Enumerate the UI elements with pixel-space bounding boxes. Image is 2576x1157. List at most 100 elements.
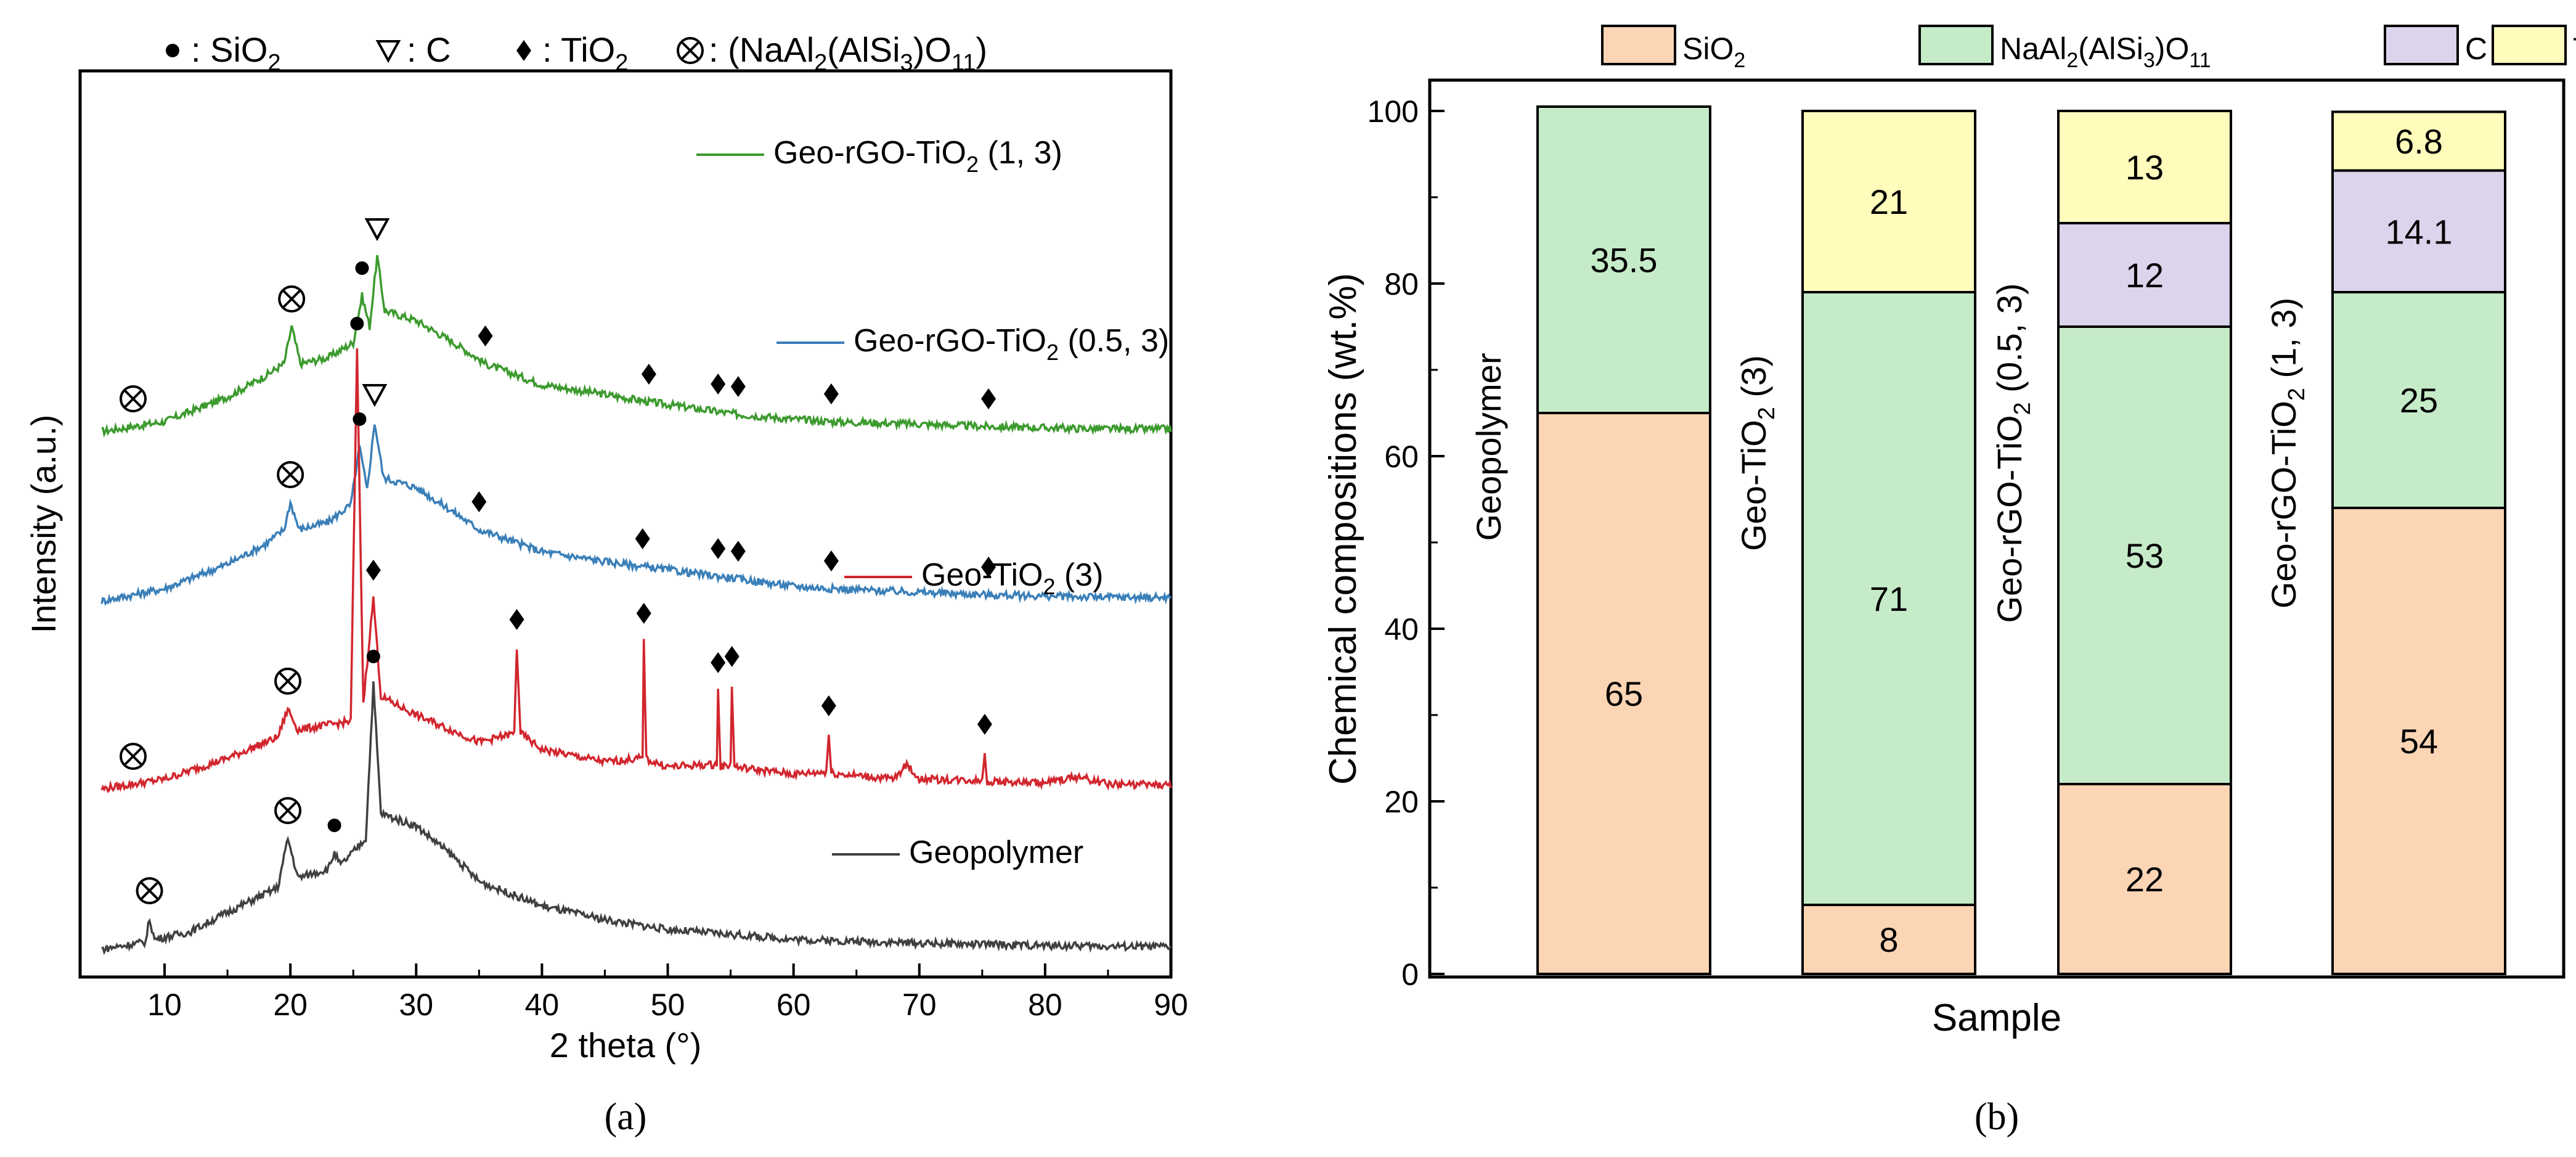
xrd-curve-geopolymer (101, 681, 1172, 955)
bar-value-label: 8 (1879, 920, 1898, 959)
bar-value-label: 65 (1605, 674, 1643, 713)
legend-label-otimes: : (NaAl2(AlSi3)O11) (709, 30, 987, 76)
tio2-diamond-marker (823, 383, 839, 404)
xrd-curve-geo_rgo_1_3 (101, 255, 1172, 438)
panel-a-x-axis-title: 2 theta (°) (550, 1026, 702, 1065)
tio2-diamond-marker (478, 325, 493, 346)
panel-a-xrd-chart: : SiO2 : C : TiO2 : (NaAl2(AlSi3)O11) Geo-r… (24, 30, 1188, 1138)
bar-segment-sio2 (2057, 783, 2232, 975)
xrd-curve-geo_rgo_05_3 (100, 424, 1172, 606)
naal-otimes-marker (120, 743, 147, 770)
legend-swatch-c (2384, 25, 2459, 65)
composition-value-labels: 65 35.5 8 71 21 22 53 12 13 54 25 14.1 6.8 (1591, 122, 2453, 959)
bar-value-label: 54 (2400, 722, 2438, 761)
naal-otimes-marker (136, 877, 163, 904)
bar-value-label: 71 (1870, 579, 1908, 618)
legend-label-tio2: TiO2 (2573, 31, 2576, 72)
xrd-series-labels: Geo-rGO-TiO2 (1, 3) Geo-rGO-TiO2 (0.5, 3)… (696, 135, 1169, 870)
x-tick-label: 50 (651, 987, 685, 1022)
bar-value-label: 14.1 (2386, 212, 2453, 251)
panel-a-marker-legend: : SiO2 : C : TiO2 : (NaAl2(AlSi3)O11) (166, 30, 987, 76)
composition-bars (1536, 105, 2506, 975)
bar-segment-tio2 (2057, 110, 2232, 224)
naal-otimes-marker (277, 461, 304, 488)
panel-b-caption: (b) (1975, 1096, 2019, 1138)
bar-segment-c (2331, 169, 2506, 293)
x-tick-label: 20 (273, 987, 308, 1022)
naal-otimes-marker (120, 385, 147, 412)
panel-b-stacked-bar-chart: SiO2 NaAl2(AlSi3)O11 C TiO2 65 35.5 8 71 21 22 53… (1322, 25, 2576, 1138)
tio2-diamond-marker (977, 714, 992, 735)
tio2-diamond-marker (981, 388, 997, 409)
y-tick-label: 100 (1367, 94, 1419, 129)
tio2-diamond-marker (711, 374, 726, 395)
legend-swatch-sio2 (1601, 25, 1676, 65)
legend-label-naal: NaAl2(AlSi3)O11 (2000, 31, 2211, 72)
xrd-peak-markers (120, 218, 997, 904)
bar-segment-sio2 (1536, 412, 1711, 975)
sample-labels: Geopolymer Geo-TiO2 (3) Geo-rGO-TiO2 (0.5,… (1469, 283, 2310, 623)
series-label-geopolymer: Geopolymer (909, 835, 1083, 870)
bar-segment-sio2 (1801, 904, 1976, 975)
bar-value-label: 6.8 (2395, 122, 2443, 161)
legend-label-dot: : SiO2 (191, 30, 281, 76)
legend-diamond-icon (516, 40, 531, 61)
panel-b-y-axis-title: Chemical compositions (wt.%) (1322, 273, 1364, 785)
xrd-curves (100, 255, 1172, 955)
y-tick-label: 20 (1384, 785, 1419, 819)
x-tick-label: 90 (1154, 987, 1188, 1022)
naal-otimes-marker (278, 285, 306, 313)
tio2-diamond-marker (365, 560, 381, 581)
naal-otimes-marker (274, 668, 302, 695)
series-label-geo_tio2: Geo-TiO2 (3) (921, 557, 1103, 599)
xrd-curve-geo_tio2 (100, 348, 1172, 793)
panel-a-caption: (a) (605, 1096, 647, 1138)
y-tick-label: 40 (1384, 612, 1419, 647)
carbon-triangle-marker (364, 218, 390, 242)
tio2-diamond-marker (730, 376, 746, 398)
tio2-diamond-marker (641, 364, 656, 385)
sample-label: Geo-rGO-TiO2 (0.5, 3) (1990, 283, 2036, 623)
legend-dot-icon (166, 44, 179, 57)
tio2-diamond-marker (981, 557, 997, 578)
y-tick-label: 80 (1384, 267, 1419, 301)
legend-swatch-naal (1918, 25, 1994, 65)
sio2-dot-marker (366, 650, 380, 663)
bar-segment-c (2057, 222, 2232, 328)
tio2-diamond-marker (823, 550, 839, 571)
bar-segment-tio2 (1801, 110, 1976, 293)
y-tick-label: 60 (1384, 439, 1419, 474)
legend-label-sio2: SiO2 (1682, 31, 1745, 72)
panel-b-x-axis-title: Sample (1932, 997, 2061, 1039)
panel-a-y-axis-title: Intensity (a.u.) (24, 415, 63, 634)
sio2-dot-marker (353, 412, 367, 426)
legend-label-diamond: : TiO2 (542, 30, 628, 76)
legend-swatch-tio2 (2492, 25, 2567, 65)
tio2-diamond-marker (711, 538, 726, 559)
bar-segment-naal (1536, 105, 1711, 414)
tio2-diamond-marker (821, 695, 836, 716)
panel-a-plot-frame (78, 69, 1173, 979)
sample-label: Geo-TiO2 (3) (1734, 355, 1780, 551)
x-tick-label: 10 (147, 987, 182, 1022)
bar-value-label: 12 (2126, 256, 2164, 295)
bar-segment-sio2 (2331, 507, 2506, 975)
bar-value-label: 21 (1870, 182, 1908, 221)
carbon-triangle-marker (362, 384, 388, 407)
series-label-geo_rgo_05_3: Geo-rGO-TiO2 (0.5, 3) (854, 323, 1169, 365)
sio2-dot-marker (355, 261, 369, 275)
x-tick-label: 60 (776, 987, 811, 1022)
tio2-diamond-marker (471, 491, 487, 512)
legend-label-c: C (2465, 31, 2487, 66)
tio2-diamond-marker (509, 609, 524, 630)
y-tick-label: 0 (1401, 957, 1419, 992)
panel-b-legend: SiO2 NaAl2(AlSi3)O11 C TiO2 (1601, 25, 2576, 72)
x-tick-label: 80 (1028, 987, 1062, 1022)
panel-a-x-axis: 10 20 30 40 50 60 70 80 90 (147, 963, 1188, 1022)
sio2-dot-marker (327, 819, 341, 832)
bar-segment-naal (2057, 325, 2232, 785)
legend-label-triangle: : C (407, 30, 451, 69)
tio2-diamond-marker (711, 652, 726, 673)
sio2-dot-marker (350, 317, 364, 330)
